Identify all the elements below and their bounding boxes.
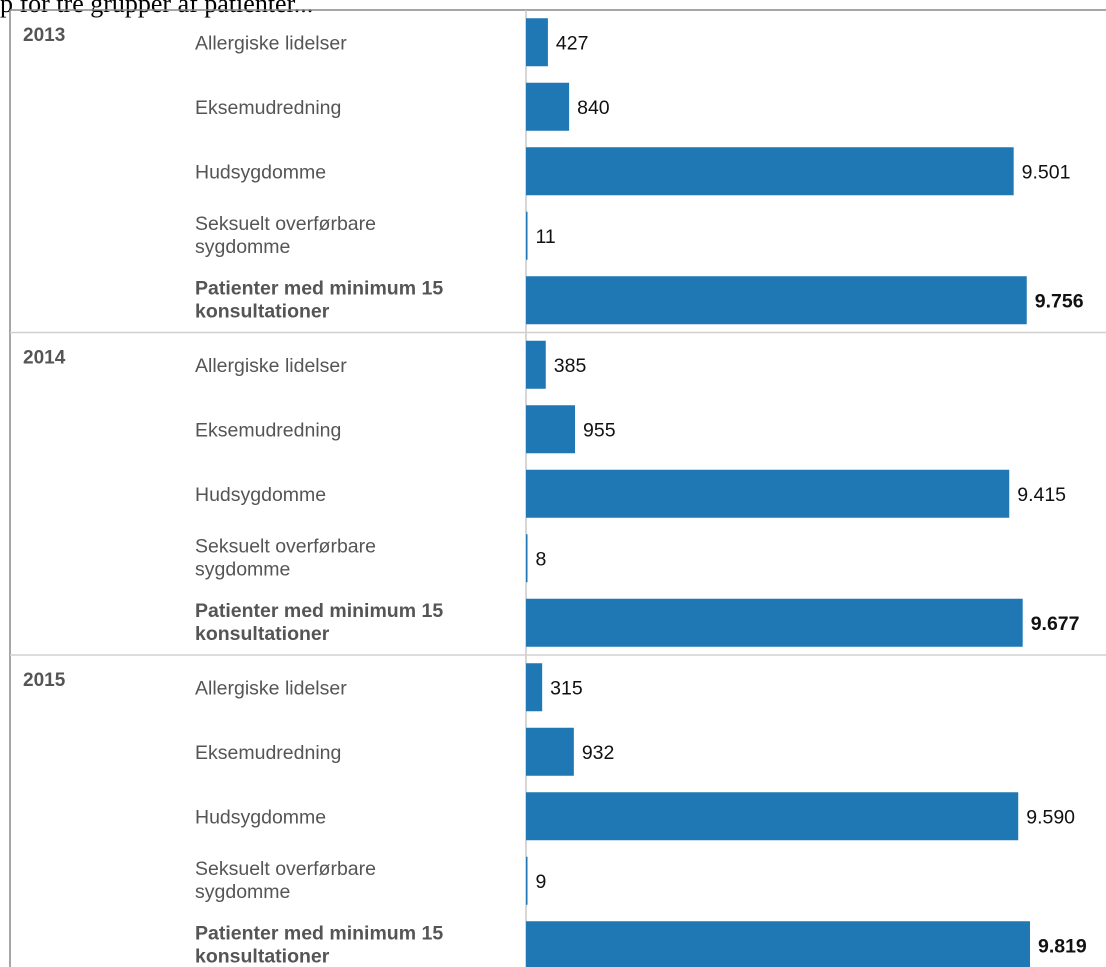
category-label: Eksemudredning: [195, 97, 341, 119]
value-label: 9.501: [1022, 161, 1071, 183]
value-label: 9.677: [1031, 613, 1080, 635]
value-label: 315: [550, 677, 583, 699]
value-label: 9.590: [1026, 806, 1075, 828]
category-label: Hudsygdomme: [195, 806, 326, 828]
bar: [526, 147, 1014, 196]
bar: [526, 469, 1010, 518]
value-label: 9.819: [1038, 935, 1087, 957]
category-label: Eksemudredning: [195, 742, 341, 764]
value-label: 385: [554, 355, 587, 377]
value-label: 840: [577, 97, 610, 119]
bar: [526, 792, 1019, 841]
bar: [526, 856, 528, 905]
value-label: 9.756: [1035, 290, 1084, 312]
category-label: Patienter med minimum 15 konsultationer: [195, 277, 443, 322]
bar: [526, 598, 1023, 647]
category-label: Patienter med minimum 15 konsultationer: [195, 600, 443, 645]
bar: [526, 211, 528, 260]
category-label: Hudsygdomme: [195, 484, 326, 506]
category-label: Eksemudredning: [195, 419, 341, 441]
value-label: 932: [582, 742, 615, 764]
bar: [526, 18, 548, 67]
value-label: 427: [556, 32, 589, 54]
bar: [526, 405, 576, 454]
bar: [526, 921, 1030, 967]
value-label: 9.415: [1017, 484, 1066, 506]
category-label: Patienter med minimum 15 konsultationer: [195, 922, 443, 967]
category-label: Seksuelt overførbare sygdomme: [195, 858, 376, 903]
category-label: Allergiske lidelser: [195, 355, 347, 377]
bar: [526, 727, 574, 776]
bar: [526, 276, 1027, 325]
year-label: 2015: [23, 670, 66, 691]
bar: [526, 663, 543, 712]
bar: [526, 534, 528, 583]
value-label: 9: [536, 871, 547, 893]
value-label: 955: [583, 419, 616, 441]
category-label: Hudsygdomme: [195, 161, 326, 183]
value-label: 8: [536, 548, 547, 570]
year-label: 2014: [23, 348, 66, 369]
header-text: p for tre grupper af patienter...: [0, 0, 314, 18]
value-label: 11: [536, 226, 556, 248]
category-label: Seksuelt overførbare sygdomme: [195, 535, 376, 580]
year-label: 2013: [23, 25, 65, 46]
bar: [526, 340, 546, 389]
category-label: Seksuelt overførbare sygdomme: [195, 213, 376, 258]
bar: [526, 82, 570, 131]
category-label: Allergiske lidelser: [195, 677, 347, 699]
category-label: Allergiske lidelser: [195, 32, 347, 54]
